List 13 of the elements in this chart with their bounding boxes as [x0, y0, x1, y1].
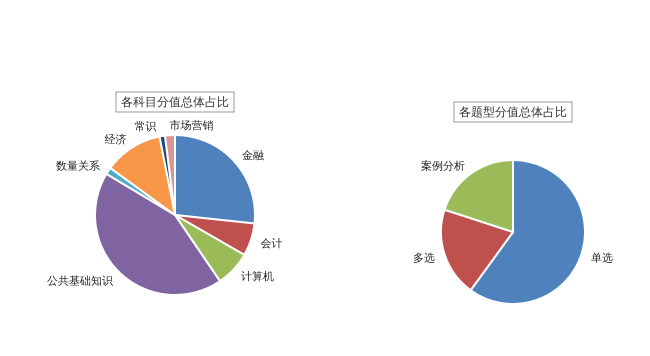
slice-label: 会计 [260, 236, 283, 250]
chart-title: 各科目分值总体占比 [121, 95, 229, 109]
slice-label: 公共基础知识 [47, 274, 114, 288]
slice-label: 数量关系 [56, 159, 100, 172]
slice-label: 常识 [134, 120, 157, 134]
slice-label: 计算机 [240, 270, 274, 284]
chart-title: 各题型分值总体占比 [459, 105, 567, 119]
slice-label: 案例分析 [420, 160, 465, 173]
slice-label: 单选 [590, 251, 613, 264]
slice-label: 市场营销 [169, 119, 214, 132]
slice-label: 金融 [242, 148, 264, 162]
slice-label: 多选 [413, 251, 436, 264]
slice-label: 经济 [104, 133, 127, 146]
